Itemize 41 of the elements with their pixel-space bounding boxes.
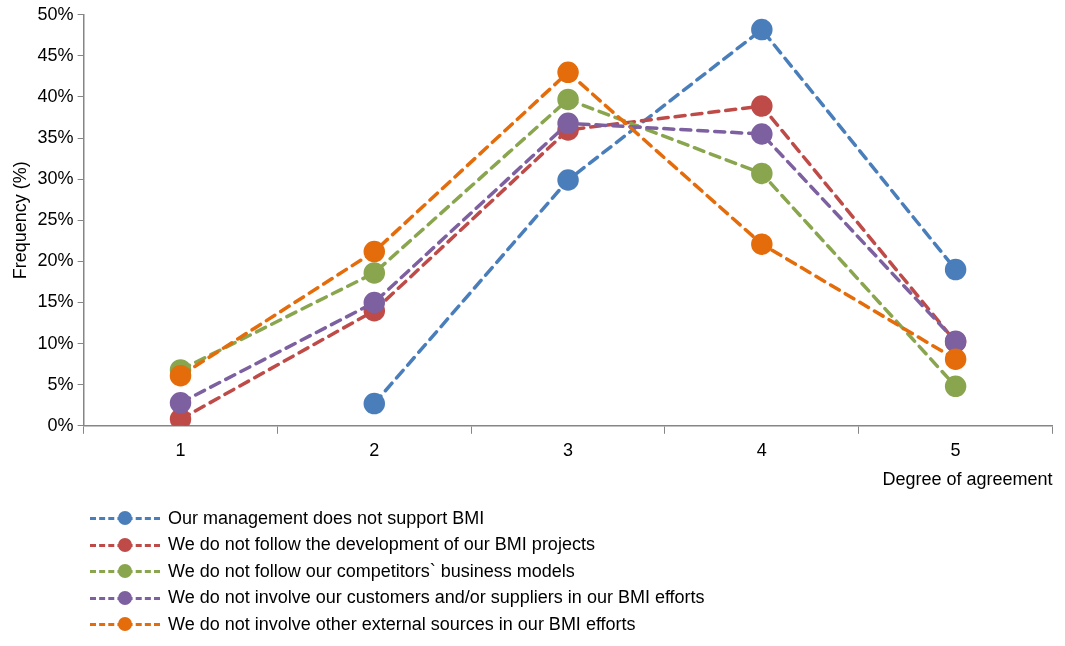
x-axis-title: Degree of agreement (882, 469, 1053, 490)
y-tick-label: 30% (37, 168, 74, 189)
y-axis-title: Frequency (%) (9, 161, 30, 280)
point (169, 364, 192, 387)
y-tick-label: 35% (37, 127, 74, 148)
point (363, 392, 386, 415)
y-tick-label: 10% (37, 332, 74, 353)
x-tick-label: 1 (175, 439, 186, 460)
legend-label: We do not involve our customers and/or suppliers in our BMI efforts (168, 587, 705, 609)
point (944, 348, 967, 370)
point (363, 240, 386, 263)
y-tick-label: 0% (47, 414, 74, 435)
point (751, 233, 773, 255)
x-tick-label: 4 (756, 439, 767, 460)
y-tick-label: 15% (37, 291, 74, 312)
point (557, 88, 579, 111)
y-tick-label: 20% (37, 250, 74, 271)
y-tick-label: 50% (37, 3, 74, 24)
y-tick-label: 40% (37, 85, 74, 106)
y-tick-label: 45% (37, 44, 74, 65)
y-tick-label: 25% (37, 209, 74, 230)
point (557, 61, 579, 84)
point (944, 258, 967, 281)
x-tick-label: 2 (369, 439, 380, 460)
x-tick-label: 3 (563, 439, 574, 460)
y-tick-label: 5% (47, 373, 74, 394)
legend-label: We do not follow the development of our BMI projects (168, 534, 595, 556)
point (557, 169, 579, 191)
x-tick-label: 5 (950, 439, 961, 460)
point (751, 18, 773, 41)
legend-label: We do not involve other external sources in our BMI efforts (168, 613, 636, 635)
point (363, 262, 386, 284)
point (557, 112, 579, 135)
legend-label: Our management does not support BMI (168, 507, 485, 529)
point (944, 375, 967, 398)
point (363, 291, 386, 314)
legend-label: We do not follow our competitors` business models (168, 560, 575, 582)
point (751, 95, 773, 117)
point (169, 392, 192, 414)
point (751, 123, 773, 145)
point (751, 162, 773, 185)
